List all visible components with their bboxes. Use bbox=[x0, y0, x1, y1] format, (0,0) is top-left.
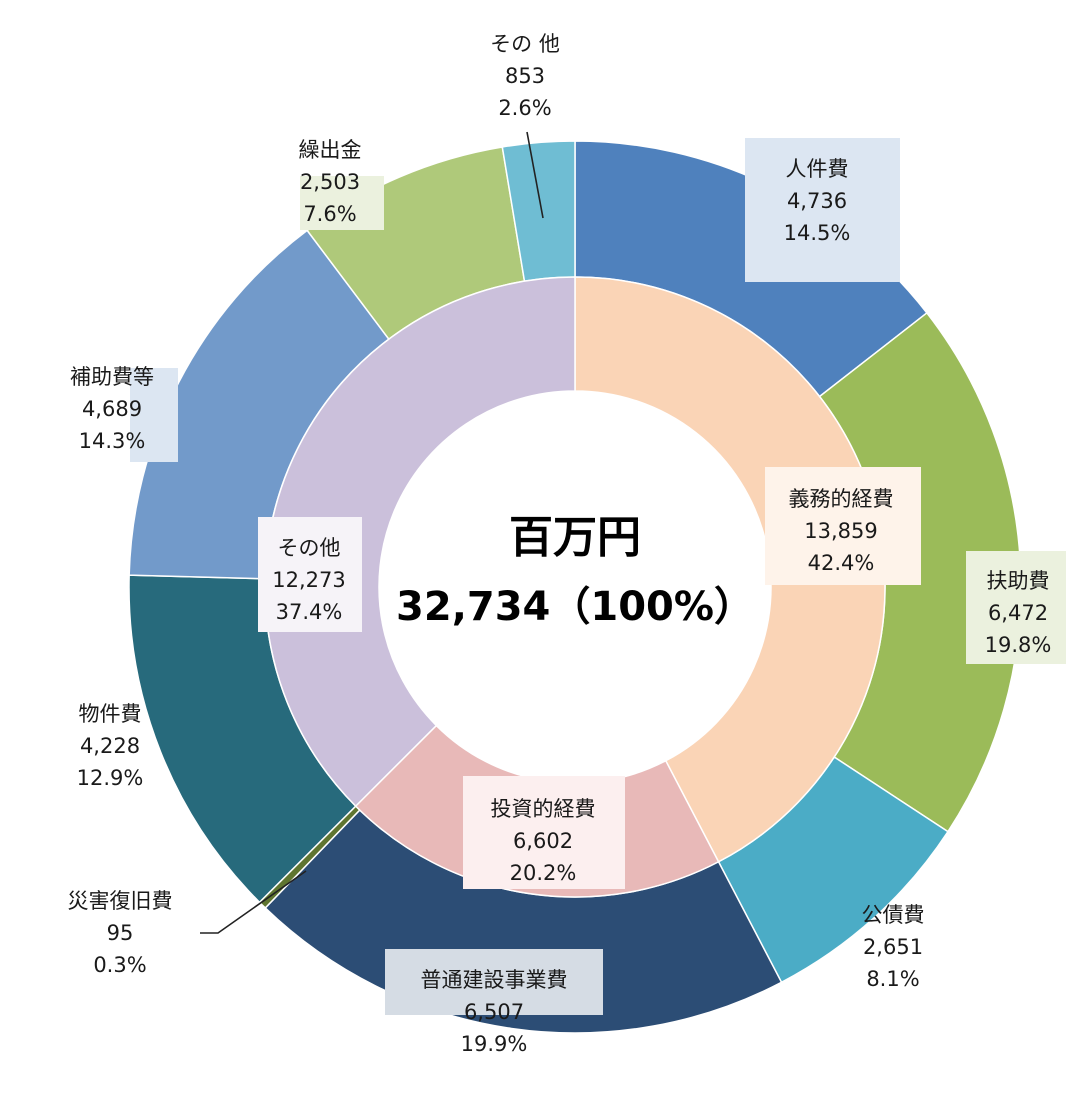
leader-line-disaster bbox=[200, 870, 307, 934]
inner-label-2-value: 12,273 bbox=[272, 568, 345, 592]
outer-label-0-percent: 14.5% bbox=[784, 221, 851, 245]
inner-label-2-name: その他 bbox=[278, 536, 341, 560]
outer-label-7-value: 2,503 bbox=[300, 170, 360, 194]
outer-label-0-value: 4,736 bbox=[787, 189, 847, 213]
outer-labels: 人件費 4,736 14.5% 扶助費 6,472 19.8% 公債費 2,651 8.1% 普通… bbox=[68, 32, 1066, 1056]
outer-label-2-value: 2,651 bbox=[863, 935, 923, 959]
outer-label-2-name: 公債費 bbox=[862, 903, 925, 927]
outer-label-bg-3 bbox=[385, 949, 603, 1015]
outer-label-6-value: 4,689 bbox=[82, 397, 142, 421]
outer-label-bg-6 bbox=[130, 368, 178, 462]
outer-label-bg-7 bbox=[300, 176, 384, 230]
outer-label-6-percent: 14.3% bbox=[79, 429, 146, 453]
inner-label-0-name: 義務的経費 bbox=[789, 487, 894, 511]
outer-label-3-percent: 19.9% bbox=[461, 1032, 528, 1056]
inner-labels: 義務的経費 13,859 42.4% 投資的経費 6,602 20.2% その他 12,273… bbox=[258, 467, 921, 889]
inner-label-1-value: 6,602 bbox=[513, 829, 573, 853]
leader-line-other bbox=[526, 131, 544, 219]
outer-label-1-value: 6,472 bbox=[988, 601, 1048, 625]
outer-label-0-name: 人件費 bbox=[786, 157, 849, 181]
inner-label-bg-1 bbox=[463, 776, 625, 889]
outer-label-bg-0 bbox=[745, 138, 900, 282]
outer-label-5-value: 4,228 bbox=[80, 734, 140, 758]
outer-label-5-percent: 12.9% bbox=[77, 766, 144, 790]
outer-label-8-percent: 2.6% bbox=[498, 96, 551, 120]
outer-label-2-percent: 8.1% bbox=[866, 967, 919, 991]
outer-label-3-value: 6,507 bbox=[464, 1000, 524, 1024]
outer-label-4-name: 災害復旧費 bbox=[68, 889, 173, 913]
outer-label-4-percent: 0.3% bbox=[93, 953, 146, 977]
inner-label-bg-0 bbox=[765, 467, 921, 585]
outer-label-3-name: 普通建設事業費 bbox=[421, 968, 568, 992]
inner-label-0-value: 13,859 bbox=[804, 519, 877, 543]
outer-label-7-name: 繰出金 bbox=[299, 138, 362, 162]
inner-label-2-percent: 37.4% bbox=[276, 600, 343, 624]
leader-lines bbox=[200, 131, 544, 934]
center-title: 百万円 bbox=[509, 512, 641, 563]
outer-label-6-name: 補助費等 bbox=[70, 365, 154, 389]
inner-slice-0 bbox=[574, 276, 886, 863]
outer-label-8-name: その 他 bbox=[490, 32, 560, 56]
outer-label-8-value: 853 bbox=[505, 64, 545, 88]
inner-label-1-percent: 20.2% bbox=[510, 861, 577, 885]
outer-label-1-name: 扶助費 bbox=[987, 569, 1050, 593]
outer-label-5-name: 物件費 bbox=[79, 702, 142, 726]
outer-label-4-value: 95 bbox=[107, 921, 134, 945]
inner-label-bg-2 bbox=[258, 517, 362, 632]
outer-label-bg-1 bbox=[966, 551, 1066, 664]
inner-label-1-name: 投資的経費 bbox=[491, 797, 596, 821]
outer-label-1-percent: 19.8% bbox=[985, 633, 1052, 657]
inner-label-0-percent: 42.4% bbox=[808, 551, 875, 575]
center-total: 32,734（100%） bbox=[396, 584, 754, 630]
outer-label-7-percent: 7.6% bbox=[303, 202, 356, 226]
